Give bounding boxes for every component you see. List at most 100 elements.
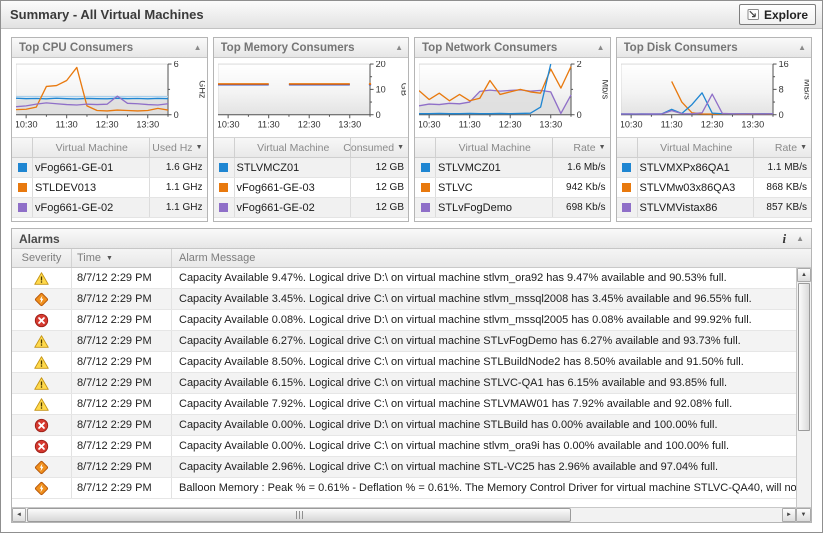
column-header-vm[interactable]: Virtual Machine: [636, 138, 754, 157]
explore-button[interactable]: Explore: [738, 4, 816, 25]
alarms-panel-header: Alarms i ▲: [12, 229, 811, 249]
alarms-table-body: 8/7/12 2:29 PM Capacity Available 9.47%.…: [12, 268, 796, 507]
panel-table: Virtual Machine Rate ▼ STLVMXPx86QA1 1.1…: [616, 137, 811, 221]
vm-row[interactable]: vFog661-GE-01 1.6 GHz: [12, 158, 207, 178]
consumer-panel: Top CPU Consumers ▲ 10:30 11:30 12:30 13:30…: [11, 37, 208, 222]
svg-text:20: 20: [375, 61, 385, 69]
alarm-row[interactable]: 8/7/12 2:29 PM Capacity Available 0.08%.…: [12, 310, 796, 331]
alarm-time: 8/7/12 2:29 PM: [72, 310, 172, 330]
panel-header[interactable]: Top CPU Consumers ▲: [12, 38, 207, 58]
vm-row[interactable]: STLVMVistax86 857 KB/s: [616, 198, 811, 218]
panel-chart-area: 10:30 11:30 12:30 13:30 0 8 16 MB/s: [617, 58, 812, 137]
column-header-message[interactable]: Alarm Message: [179, 252, 256, 264]
panel-table: Virtual Machine Used Hz ▼ vFog661-GE-01 …: [12, 137, 207, 221]
vm-name: STLVC: [435, 178, 552, 197]
scroll-left-button[interactable]: ◄: [12, 508, 26, 522]
alarms-footer: ◄ ► ▼: [12, 507, 811, 522]
panel-header[interactable]: Top Network Consumers ▲: [415, 38, 610, 58]
alarm-row[interactable]: 8/7/12 2:29 PM Capacity Available 3.45%.…: [12, 289, 796, 310]
svg-text:12:30: 12:30: [297, 119, 320, 129]
collapse-icon[interactable]: ▲: [798, 42, 806, 52]
vm-row[interactable]: STLvFogDemo 698 Kb/s: [415, 198, 610, 218]
alarm-time: 8/7/12 2:29 PM: [72, 331, 172, 351]
panel-title: Top CPU Consumers: [19, 41, 134, 54]
panel-chart-area: 10:30 11:30 12:30 13:30 0 10 20 GB: [214, 58, 409, 137]
vm-row[interactable]: vFog661-GE-02 1.1 GHz: [12, 198, 207, 218]
alarm-row[interactable]: 8/7/12 2:29 PM Capacity Available 2.96%.…: [12, 457, 796, 478]
alarm-time: 8/7/12 2:29 PM: [72, 289, 172, 309]
column-header-vm[interactable]: Virtual Machine: [233, 138, 351, 157]
column-header-metric[interactable]: Rate ▼: [753, 138, 811, 157]
vm-row[interactable]: STLVC 942 Kb/s: [415, 178, 610, 198]
alarm-row[interactable]: 8/7/12 2:29 PM Capacity Available 6.27%.…: [12, 331, 796, 352]
alarm-row[interactable]: 8/7/12 2:29 PM Capacity Available 9.47%.…: [12, 268, 796, 289]
legend-color-swatch: [17, 203, 27, 212]
svg-text:0: 0: [577, 110, 582, 120]
collapse-icon[interactable]: ▲: [796, 233, 804, 243]
panel-chart-area: 10:30 11:30 12:30 13:30 0 2 Mb/s: [415, 58, 610, 137]
alarm-time: 8/7/12 2:29 PM: [72, 352, 172, 372]
panel-table-header: Virtual Machine Used Hz ▼: [12, 138, 207, 158]
scroll-right-button[interactable]: ►: [782, 508, 796, 522]
alarm-row[interactable]: 8/7/12 2:29 PM Capacity Available 8.50%.…: [12, 352, 796, 373]
sparkline-chart: 10:30 11:30 12:30 13:30 0 10 20 GB: [217, 61, 406, 129]
alarm-row[interactable]: 8/7/12 2:29 PM Capacity Available 6.15%.…: [12, 373, 796, 394]
alarm-message: Capacity Available 0.08%. Logical drive …: [179, 314, 752, 326]
vm-name: STLVMw03x86QA3: [636, 178, 754, 197]
svg-text:11:30: 11:30: [459, 119, 481, 129]
column-header-vm[interactable]: Virtual Machine: [32, 138, 149, 157]
panel-header[interactable]: Top Disk Consumers ▲: [616, 38, 811, 58]
collapse-icon[interactable]: ▲: [395, 42, 403, 52]
collapse-icon[interactable]: ▲: [193, 42, 202, 52]
vm-name: vFog661-GE-01: [32, 158, 149, 177]
vertical-scrollbar[interactable]: ▲: [796, 268, 811, 507]
column-header-metric[interactable]: Used Hz ▼: [148, 138, 207, 157]
horizontal-scroll-track[interactable]: [26, 508, 782, 522]
legend-color-swatch: [219, 183, 228, 192]
column-header-severity[interactable]: Severity: [12, 249, 72, 267]
vm-metric-value: 1.6 GHz: [148, 158, 207, 177]
svg-text:2: 2: [577, 61, 582, 69]
svg-text:10: 10: [375, 84, 385, 94]
panel-table-header: Virtual Machine Consumed ▼: [213, 138, 408, 158]
vm-row[interactable]: vFog661-GE-03 12 GB: [213, 178, 408, 198]
panel-header[interactable]: Top Memory Consumers ▲: [213, 38, 408, 58]
vm-row[interactable]: STLVMXPx86QA1 1.1 MB/s: [616, 158, 811, 178]
vm-row[interactable]: STLVMw03x86QA3 868 KB/s: [616, 178, 811, 198]
alarm-message: Capacity Available 0.00%. Logical drive …: [179, 440, 730, 452]
alarm-row[interactable]: 8/7/12 2:29 PM Capacity Available 7.92%.…: [12, 394, 796, 415]
legend-color-swatch: [420, 163, 430, 172]
info-icon[interactable]: i: [782, 230, 787, 246]
vm-metric-value: 12 GB: [350, 198, 408, 217]
vm-name: vFog661-GE-02: [233, 198, 351, 217]
alarm-row[interactable]: 8/7/12 2:29 PM Balloon Memory : Peak % =…: [12, 478, 796, 499]
horizontal-scroll-thumb[interactable]: [27, 508, 572, 522]
column-header-vm[interactable]: Virtual Machine: [435, 138, 552, 157]
horizontal-scrollbar[interactable]: ◄ ►: [12, 508, 796, 522]
column-header-metric[interactable]: Consumed ▼: [343, 138, 408, 157]
consumer-panels-row: Top CPU Consumers ▲ 10:30 11:30 12:30 13:30…: [11, 37, 812, 222]
column-header-time[interactable]: Time ▼: [72, 249, 172, 267]
scroll-grip-icon: [295, 511, 303, 519]
alarm-row[interactable]: 8/7/12 2:29 PM Capacity Available 0.00%.…: [12, 436, 796, 457]
panel-title: Top Memory Consumers: [220, 41, 355, 54]
page-title: Summary - All Virtual Machines: [10, 7, 204, 22]
scroll-down-button[interactable]: ▼: [796, 508, 811, 522]
alarm-row[interactable]: 8/7/12 2:29 PM Capacity Available 0.00%.…: [12, 415, 796, 436]
legend-color-swatch: [219, 203, 228, 212]
column-header-metric[interactable]: Rate ▼: [551, 138, 610, 157]
vm-metric-value: 12 GB: [350, 178, 408, 197]
vertical-scroll-thumb[interactable]: [798, 283, 810, 432]
collapse-icon[interactable]: ▲: [596, 42, 605, 52]
vm-row[interactable]: STLDEV013 1.1 GHz: [12, 178, 207, 198]
fatal-icon: [34, 439, 49, 454]
sort-icon: ▼: [800, 144, 807, 151]
vm-row[interactable]: STLVMCZ01 12 GB: [213, 158, 408, 178]
legend-color-swatch: [420, 183, 430, 192]
vm-row[interactable]: vFog661-GE-02 12 GB: [213, 198, 408, 218]
scroll-up-button[interactable]: ▲: [797, 268, 811, 282]
vm-row[interactable]: STLVMCZ01 1.6 Mb/s: [415, 158, 610, 178]
svg-text:11:30: 11:30: [660, 119, 682, 129]
alarm-message: Capacity Available 2.96%. Logical drive …: [179, 461, 719, 473]
svg-text:13:30: 13:30: [338, 119, 361, 129]
